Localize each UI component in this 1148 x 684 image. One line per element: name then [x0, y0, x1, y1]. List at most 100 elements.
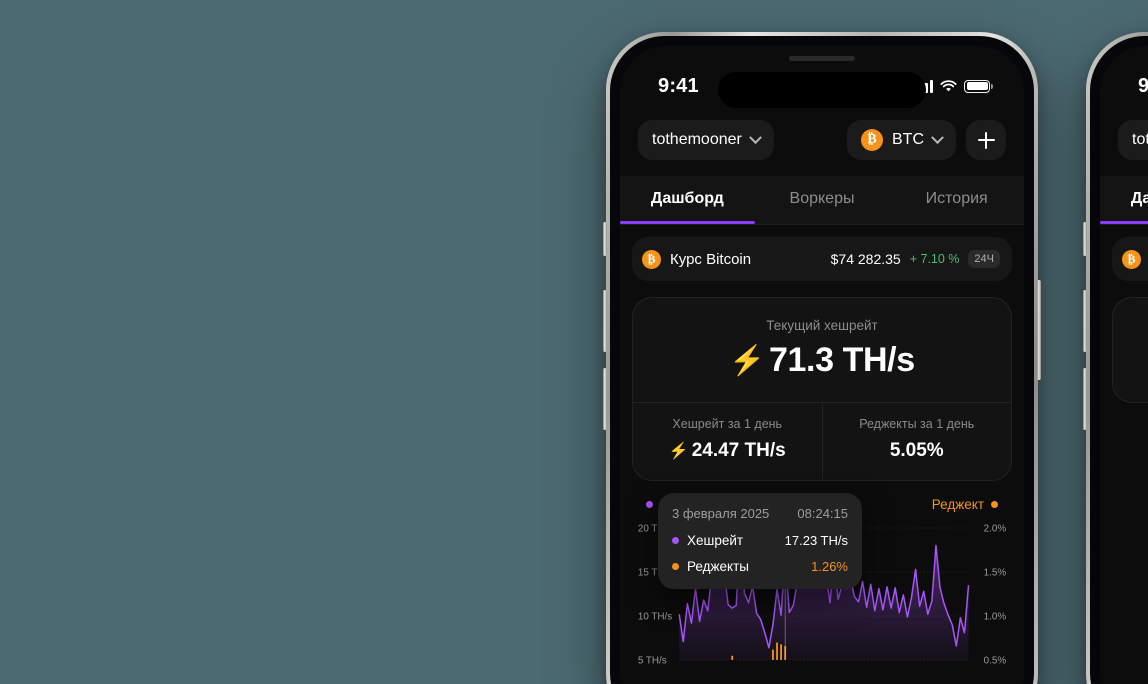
silent-switch[interactable] [1083, 222, 1087, 256]
secondary-content: ₿ Курс Bitcoin $74 282.35 + 7.10 % 24Ч Т… [1100, 225, 1148, 403]
secondary-clock: 9:41 [1138, 74, 1148, 97]
tooltip-rejects-name-group: Реджекты [672, 559, 749, 574]
rate-price: $74 282.35 [830, 251, 901, 267]
volume-down-button[interactable] [603, 368, 607, 430]
current-hashrate-block: Текущий хешрейт ⚡ 71.3 TH/s [633, 298, 1011, 402]
account-label: tothemooner [652, 131, 742, 148]
svg-text:0.5%: 0.5% [984, 655, 1006, 666]
battery-icon [964, 79, 993, 93]
legend-dot-hashrate-icon [646, 501, 653, 508]
status-clock: 9:41 [658, 74, 699, 97]
secondary-hashrate-header: Текущий хешрейт ⚡ 71.3 TH/s [1113, 298, 1148, 402]
hashrate-card: Текущий хешрейт ⚡ 71.3 TH/s Хешрейт за 1… [632, 297, 1012, 481]
stat-rejects-day-label: Реджекты за 1 день [859, 417, 975, 431]
tooltip-row-hashrate: Хешрейт 17.23 TH/s [672, 533, 848, 548]
secondary-tab-indicator [1100, 221, 1148, 224]
stat-rejects-day: Реджекты за 1 день 5.05% [821, 403, 1012, 480]
svg-text:20 TH/s: 20 TH/s [638, 523, 672, 534]
rate-title: Курс Bitcoin [670, 250, 752, 268]
chart-tooltip: 3 февраля 2025 08:24:15 Хешрейт 17.23 TH… [658, 493, 862, 589]
stat-rejects-day-value: 5.05% [889, 440, 944, 461]
bitcoin-icon: ₿ [1122, 249, 1141, 269]
legend-label-reject: Реджект [931, 497, 984, 512]
secondary-rate-title-group: ₿ Курс Bitcoin [1122, 249, 1148, 269]
secondary-tab-bar: Дашборд Воркеры История [1100, 176, 1148, 225]
wifi-icon [940, 79, 957, 91]
tooltip-time: 08:24:15 [797, 506, 848, 521]
tooltip-hashrate-name: Хешрейт [687, 533, 744, 548]
current-hashrate-value: 71.3 TH/s [769, 341, 915, 379]
bitcoin-icon: ₿ [861, 129, 883, 151]
silent-switch[interactable] [603, 222, 607, 256]
bitcoin-rate-card[interactable]: ₿ Курс Bitcoin $74 282.35 + 7.10 % 24Ч [632, 237, 1012, 281]
account-selector[interactable]: tothemooner [638, 120, 774, 160]
legend-dot-reject-icon [991, 501, 998, 508]
secondary-rate-card[interactable]: ₿ Курс Bitcoin $74 282.35 + 7.10 % 24Ч [1112, 237, 1148, 281]
rate-values-group: $74 282.35 + 7.10 % 24Ч [831, 250, 1000, 268]
stat-hashrate-day-label: Хешрейт за 1 день [672, 417, 783, 431]
tab-history[interactable]: История [925, 190, 988, 207]
volume-down-button[interactable] [1083, 368, 1087, 430]
secondary-topbar: tothemooner ₿ BTC [1100, 108, 1148, 176]
stat-hashrate-day-value: 24.47 TH/s [691, 440, 786, 461]
chart-area-fill [679, 525, 969, 660]
primary-phone-bezel: 9:41 tothemooner [610, 36, 1034, 684]
secondary-phone-bezel: 9:41 tothemooner [1090, 36, 1148, 684]
dynamic-island [718, 72, 926, 108]
dashboard-content: ₿ Курс Bitcoin $74 282.35 + 7.10 % 24Ч Т… [620, 225, 1024, 670]
current-hashrate-value-row: ⚡ 71.3 TH/s [633, 341, 1011, 380]
stat-hashrate-day: Хешрейт за 1 день ⚡ 24.47 TH/s [633, 403, 822, 480]
rate-title-group: ₿ Курс Bitcoin [642, 249, 752, 269]
tab-dashboard[interactable]: Дашборд [650, 190, 724, 207]
chart-y-axis-right: 2.0% 1.5% 1.0% 0.5% [984, 523, 1006, 666]
volume-up-button[interactable] [1083, 290, 1087, 352]
tab-workers[interactable]: Воркеры [789, 190, 855, 207]
bitcoin-icon: ₿ [642, 249, 661, 269]
svg-text:1.5%: 1.5% [984, 567, 1006, 578]
app-topbar: tothemooner ₿ BTC [620, 108, 1024, 176]
stat-hashrate-day-value-row: ⚡ 24.47 TH/s [633, 440, 822, 462]
tooltip-hashrate-value: 17.23 TH/s [784, 533, 848, 548]
add-button[interactable] [966, 120, 1006, 160]
tooltip-dot-hashrate-icon [672, 537, 679, 544]
hashrate-chart-svg[interactable]: 20 TH/s 15 TH/s 10 TH/s 5 TH/s 2.0% 1.5% 1.0%… [636, 520, 1008, 670]
tab-bar: Дашборд Воркеры История [620, 176, 1024, 225]
lightning-icon: ⚡ [729, 344, 765, 377]
speaker-grille [789, 56, 855, 61]
svg-text:5 TH/s: 5 TH/s [638, 655, 667, 666]
tooltip-header: 3 февраля 2025 08:24:15 [672, 506, 848, 521]
tooltip-rejects-value: 1.26% [811, 559, 848, 574]
primary-phone-mockup: 9:41 tothemooner [603, 32, 1041, 684]
volume-up-button[interactable] [603, 290, 607, 352]
tooltip-date: 3 февраля 2025 [672, 506, 770, 521]
legend-item-reject: Реджект [932, 497, 998, 512]
hashrate-stats-row: Хешрейт за 1 день ⚡ 24.47 TH/s Реджекты … [633, 402, 1011, 480]
svg-text:2.0%: 2.0% [984, 523, 1006, 534]
power-button[interactable] [1037, 280, 1041, 380]
secondary-status-bar: 9:41 [1100, 46, 1148, 108]
secondary-hashrate-value-row: ⚡ 71.3 TH/s [1113, 341, 1148, 380]
primary-phone-screen: 9:41 tothemooner [620, 46, 1024, 684]
plus-icon [977, 131, 995, 149]
secondary-account-selector[interactable]: tothemooner [1118, 120, 1148, 160]
secondary-phone-mockup: 9:41 tothemooner [1083, 32, 1148, 684]
lightning-icon: ⚡ [668, 443, 689, 460]
chevron-down-icon [748, 130, 762, 144]
hashrate-chart[interactable]: 20 TH/s 15 TH/s 10 TH/s 5 TH/s 2.0% 1.5% 1.0%… [636, 520, 1008, 670]
tooltip-rejects-name: Реджекты [687, 559, 749, 574]
secondary-phone-screen: 9:41 tothemooner [1100, 46, 1148, 684]
rate-change-percent: + 7.10 % [909, 252, 960, 266]
tooltip-dot-rejects-icon [672, 563, 679, 570]
chart-y-axis-left: 20 TH/s 15 TH/s 10 TH/s 5 TH/s [638, 523, 672, 666]
secondary-account-label: tothemooner [1132, 131, 1148, 148]
current-hashrate-label: Текущий хешрейт [766, 318, 878, 333]
coin-label: BTC [892, 131, 924, 148]
tooltip-row-rejects: Реджекты 1.26% [672, 559, 848, 574]
tooltip-hashrate-name-group: Хешрейт [672, 533, 743, 548]
svg-text:15 TH/s: 15 TH/s [638, 567, 672, 578]
secondary-tab-dashboard[interactable]: Дашборд [1130, 190, 1148, 207]
coin-selector[interactable]: ₿ BTC [847, 120, 956, 160]
chevron-down-icon [931, 130, 944, 144]
rate-period-badge: 24Ч [968, 250, 1000, 268]
